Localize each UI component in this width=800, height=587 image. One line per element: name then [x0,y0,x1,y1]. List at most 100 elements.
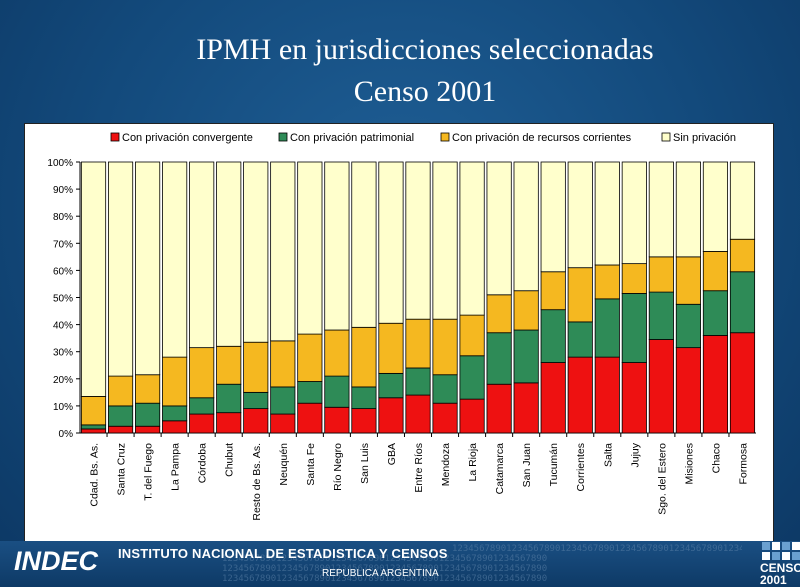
legend-label: Con privación convergente [122,132,253,144]
country-name: REPUBLICA ARGENTINA [322,568,439,579]
legend-swatch [661,132,671,142]
chart-subtitle: Censo 2001 [353,75,497,108]
chart-panel: 0% 10% 20% 30% 40% 50% 60% 70% 80% 90% 100% Cdad. B… [24,123,774,542]
bar-segment [324,406,350,434]
x-category-label: Santa Cruz [116,443,128,496]
bar-segment [189,413,215,434]
bar-segment [540,271,566,311]
bar-segment [567,267,593,323]
bar-segment [351,408,377,434]
bar-segment [729,271,756,334]
bar-segment [80,428,107,434]
x-category-label: La Rioja [467,443,479,482]
x-category-label: Catamarca [494,443,506,495]
bar-segment [702,251,729,292]
bar-segment [513,329,539,384]
bar-segment [486,161,512,296]
bar-segment [216,161,242,347]
bar-segment [297,402,323,434]
x-category-label: Chaco [710,443,722,474]
bar-segment [351,386,377,410]
censo-2001-logo [762,542,800,560]
bar-segment [702,290,729,336]
bar-segment [270,413,296,434]
x-category-label: Neuquén [278,443,290,486]
footer-band [0,541,800,587]
bar-segment [648,161,674,258]
bar-segment [324,329,350,377]
legend-swatch [278,132,288,142]
bar-segment [324,161,350,331]
bar-segment [405,161,431,320]
bar-segment [135,402,161,427]
x-category-label: GBA [386,443,398,465]
bar-segment [621,161,647,265]
bar-segment [621,362,647,434]
bar-segment [594,298,620,358]
bar-segment [270,340,296,388]
x-category-label: San Juan [521,443,533,488]
x-category-label: Córdoba [197,443,209,483]
bar-segment [378,372,404,399]
indec-logo-text: INDEC [14,546,99,575]
x-category-label: Mendoza [440,443,452,486]
x-category-label: Sgo. del Estero [656,443,668,515]
bar-segment [513,290,539,331]
bar-segment [80,424,107,430]
x-category-label: Cdad. Bs. As. [89,443,101,507]
y-tick-label: 10% [53,402,73,413]
bar-segment [216,412,242,434]
bar-segment [702,335,729,434]
bar-segment [540,309,566,363]
censo-logo-text: CENSO 2001 [760,561,800,587]
x-category-label: T. del Fuego [143,443,155,501]
legend-swatch [440,132,450,142]
x-category-label: Salta [602,443,614,467]
bar-segment [243,161,269,343]
bar-segment [107,425,134,434]
digits-row: 1234567890123456789012345678901234567890… [222,564,548,574]
bar-segment [594,356,620,434]
y-tick-label: 90% [53,185,73,196]
bar-segment [80,396,107,426]
x-category-label: Formosa [737,443,749,485]
bar-segment [729,332,756,434]
bar-segment [594,264,620,300]
x-category-label: Corrientes [575,443,587,491]
bar-segment [378,322,404,374]
bar-segment [513,161,539,292]
bar-segment [107,375,134,407]
x-category-label: Chubut [224,443,236,477]
bar-segment [243,341,269,393]
bar-segment [135,425,161,434]
bar-segment [621,293,647,363]
bar-segment [378,397,404,434]
y-tick-label: 30% [53,348,73,359]
digits-row: 1234567890123456789012345678901234567890… [222,574,548,584]
bar-segment [270,386,296,415]
bar-segment [216,383,242,414]
bar-segment [107,405,134,427]
bar-segment [351,161,377,328]
bar-segment [594,161,620,266]
digits-row: 1234567890123456789012345678901234567890… [222,554,548,564]
bar-segment [432,161,458,320]
bar-segment [675,303,701,349]
bar-segment [567,321,593,358]
chart-title: IPMH en jurisdicciones seleccionadas [196,33,654,66]
bar-segment [378,161,404,324]
bar-segment [486,332,512,385]
x-category-label: Misiones [683,443,695,484]
bar-segment [297,161,323,335]
stacked-bar-chart: 0% 10% 20% 30% 40% 50% 60% 70% 80% 90% 100% Cdad. B… [47,132,756,521]
bar-segment [162,405,188,422]
x-category-label: La Pampa [170,443,182,491]
bar-segment [162,356,188,407]
legend-label: Sin privación [673,132,736,144]
bar-segment [243,408,269,434]
y-tick-label: 60% [53,266,73,277]
bar-segment [486,294,512,334]
legend-swatch [110,132,120,142]
bar-segment [270,161,296,342]
bar-segment [513,382,539,434]
